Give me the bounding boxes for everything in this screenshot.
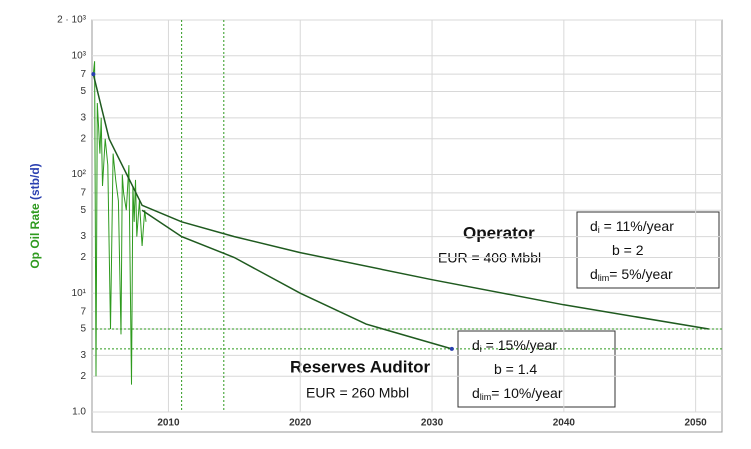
annotation-eur: EUR = 260 Mbbl	[306, 385, 409, 401]
y-tick-label: 2	[80, 252, 86, 263]
y-tick-label: 2	[80, 133, 86, 144]
end-point	[449, 346, 454, 351]
param-text: = 10%/year	[491, 385, 563, 401]
param-text: = 5%/year	[609, 266, 673, 282]
y-tick-label: 7	[80, 306, 86, 317]
y-tick-label: 10¹	[72, 288, 87, 299]
start-point	[91, 72, 96, 77]
param-text: lim	[598, 273, 610, 283]
y-tick-label: 5	[80, 86, 86, 97]
x-axis-band	[91, 411, 723, 433]
x-tick-label: 2030	[421, 418, 444, 429]
param-text: i	[598, 225, 600, 235]
y-tick-label: 5	[80, 205, 86, 216]
param-line: b = 2	[612, 242, 644, 258]
annotation-title: Reserves Auditor	[290, 357, 431, 376]
annotation-title: Operator	[463, 223, 535, 242]
y-tick-label: 10³	[72, 50, 87, 61]
param-text: b = 2	[612, 242, 644, 258]
y-tick-label: 10²	[72, 169, 87, 180]
series-line	[141, 209, 453, 350]
series-line	[92, 73, 709, 330]
y-tick-label: 3	[80, 350, 86, 361]
param-text: d	[590, 266, 598, 282]
param-line: dlim= 10%/year	[472, 385, 563, 403]
param-line: b = 1.4	[494, 361, 537, 377]
param-box	[457, 330, 616, 408]
y-label-part: (stb/d)	[28, 163, 42, 200]
y-tick-label: 7	[80, 69, 86, 80]
series-line	[92, 61, 147, 385]
x-tick-label: 2010	[157, 418, 180, 429]
param-text: d	[590, 218, 598, 234]
param-text: lim	[480, 392, 492, 402]
y-tick-label: 2 · 10³	[57, 15, 87, 26]
param-line: di = 15%/year	[472, 337, 557, 355]
param-text: i	[480, 344, 482, 354]
param-line: dlim= 5%/year	[590, 266, 673, 284]
x-tick-label: 2020	[289, 418, 312, 429]
y-label-part: Op Oil Rate	[28, 203, 42, 269]
y-tick-label: 3	[80, 231, 86, 242]
y-tick-label: 5	[80, 324, 86, 335]
param-text: = 15%/year	[482, 337, 557, 353]
param-text: = 11%/year	[600, 218, 674, 234]
param-text: d	[472, 385, 480, 401]
x-tick-label: 2040	[553, 418, 576, 429]
y-tick-label: 1.0	[72, 407, 86, 418]
y-tick-label: 2	[80, 371, 86, 382]
y-axis-label: Op Oil Rate (stb/d)	[28, 163, 42, 268]
param-text: b = 1.4	[494, 361, 537, 377]
y-tick-label: 3	[80, 112, 86, 123]
y-tick-label: 7	[80, 188, 86, 199]
param-text: d	[472, 337, 480, 353]
param-line: di = 11%/year	[590, 218, 674, 236]
x-tick-label: 2050	[685, 418, 708, 429]
